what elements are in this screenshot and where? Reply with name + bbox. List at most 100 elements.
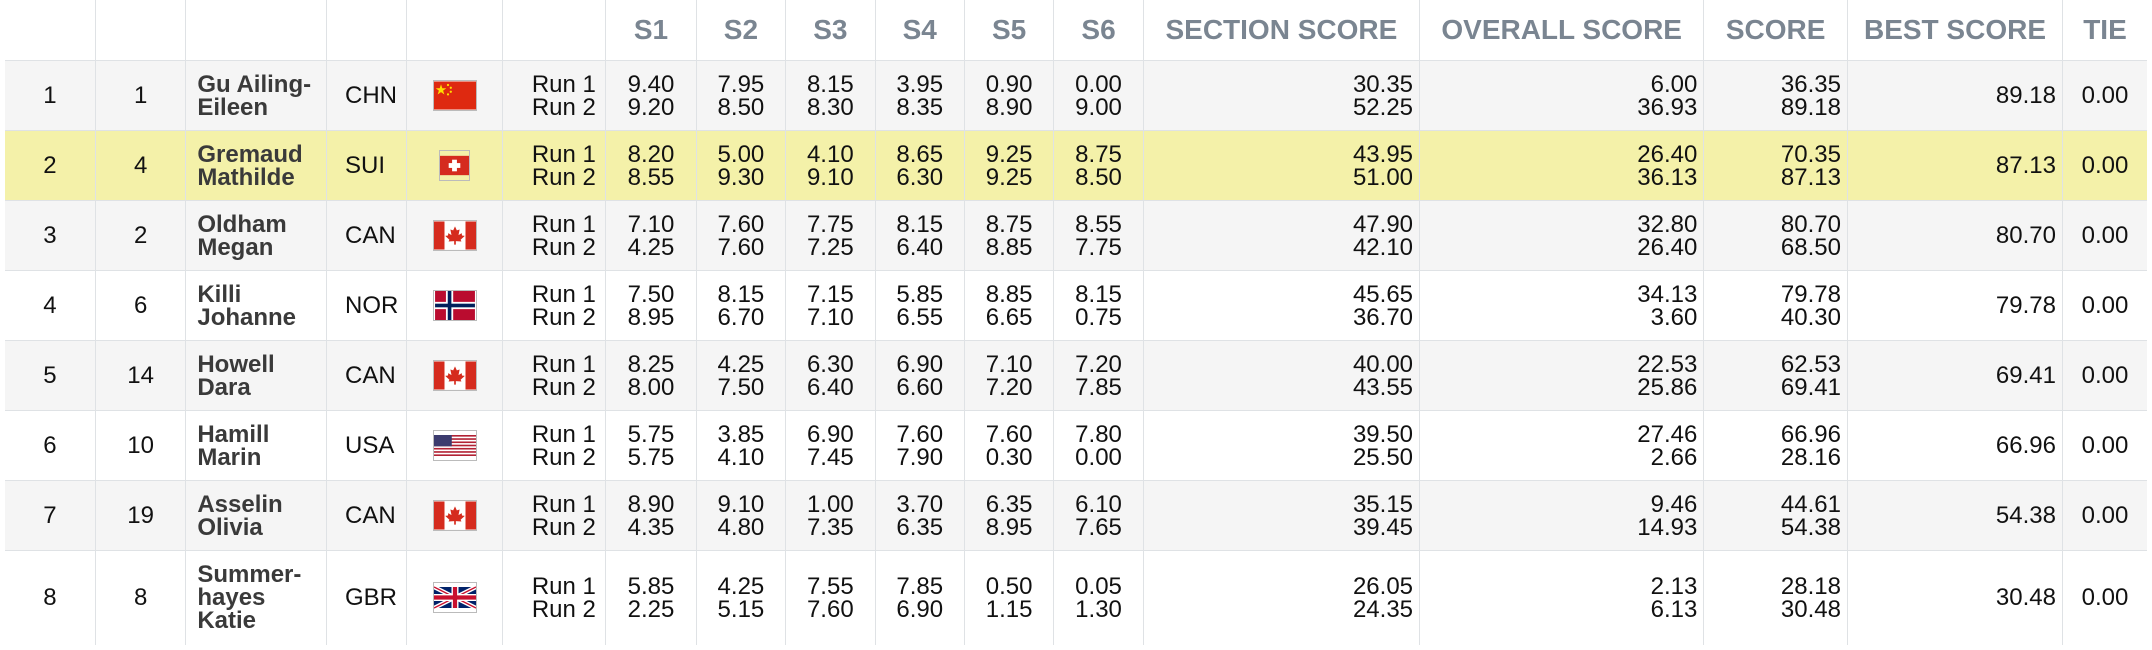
header-overall-score[interactable]: OVERALL SCORE: [1419, 0, 1704, 61]
s3-value: 7.10: [806, 303, 854, 331]
header-s3[interactable]: S3: [785, 0, 876, 61]
s4-value: 8.65: [896, 140, 944, 168]
overall-score-cell: 2.13 6.13: [1419, 550, 1704, 645]
s6-value: 0.05: [1075, 572, 1122, 600]
s2-value: 7.95: [717, 70, 765, 98]
header-name: [185, 0, 327, 61]
table-row[interactable]: 8 8 Summer-hayes Katie GBR Run 1 Run 2 5.85 2.25…: [5, 550, 2147, 645]
run-label: Run 1: [531, 420, 596, 448]
table-row[interactable]: 3 2 Oldham Megan CAN Run 1 Run 2 7.10 4.25 7.60 7.…: [5, 200, 2147, 271]
score-score-value: 62.53: [1780, 350, 1841, 378]
header-score[interactable]: SCORE: [1703, 0, 1848, 61]
run-label-cell: Run 1 Run 2: [501, 130, 606, 201]
athlete-name-cell[interactable]: Gremaud Mathilde: [185, 130, 327, 201]
overall-score-cell: 34.13 3.60: [1419, 270, 1704, 341]
s3-value: 7.55: [806, 572, 854, 600]
s1-cell: 7.10 4.25: [605, 200, 697, 271]
header-s4[interactable]: S4: [874, 0, 965, 61]
tie-cell: 0.00: [2061, 130, 2147, 201]
s6-value: 6.10: [1075, 490, 1122, 518]
table-row[interactable]: 4 6 Killi Johanne NOR Run 1 Run 2 7.50 8.95 8.15 6…: [5, 270, 2147, 341]
rank-cell: 8: [5, 550, 96, 645]
s4-cell: 7.60 7.90: [874, 410, 965, 481]
table-row[interactable]: 5 14 Howell Dara CAN Run 1 Run 2 8.25 8.00 4.25 7.…: [5, 340, 2147, 411]
section-score-cell: 47.90 42.10: [1142, 200, 1420, 271]
s6-cell: 8.55 7.75: [1053, 200, 1144, 271]
section-score-value: 26.05: [1352, 572, 1414, 600]
score-score-value: 89.18: [1780, 93, 1841, 121]
s3-value: 8.30: [806, 93, 854, 121]
s5-value: 7.20: [985, 373, 1033, 401]
best-score-cell: 69.41: [1846, 340, 2063, 411]
athlete-name-line: Gu Ailing-: [197, 70, 312, 98]
table-row[interactable]: 2 4 Gremaud Mathilde SUI Run 1 Run 2 8.20 8.55 5.…: [5, 130, 2147, 201]
switzerland-flag-icon: [407, 150, 501, 181]
header-best-score[interactable]: BEST SCORE: [1846, 0, 2063, 61]
header-s1[interactable]: S1: [605, 0, 697, 61]
s5-value: 8.90: [985, 93, 1033, 121]
header-tie[interactable]: TIE: [2061, 0, 2147, 61]
athlete-name-line: Summer-: [197, 561, 302, 589]
header-s6[interactable]: S6: [1053, 0, 1144, 61]
s3-value: 1.00: [806, 490, 854, 518]
overall-score-value: 36.93: [1637, 93, 1698, 121]
s5-cell: 6.35 8.95: [963, 480, 1054, 551]
table-row[interactable]: 6 10 Hamill Marin USA Run 1 Run 2 5.75 5.75 3.85 4…: [5, 410, 2147, 481]
s6-value: 0.00: [1075, 443, 1122, 471]
s3-value: 8.15: [806, 70, 854, 98]
s3-value: 7.25: [806, 233, 854, 261]
athlete-name-cell[interactable]: Killi Johanne: [185, 270, 327, 341]
athlete-name-cell[interactable]: Hamill Marin: [185, 410, 327, 481]
score-score-cell: 80.70 68.50: [1703, 200, 1848, 271]
nation-cell: GBR: [325, 550, 407, 645]
overall-score-cell: 9.46 14.93: [1419, 480, 1704, 551]
score-score-value: 79.78: [1780, 280, 1841, 308]
s1-value: 8.25: [627, 350, 675, 378]
s3-value: 6.30: [806, 350, 854, 378]
s5-cell: 7.60 0.30: [963, 410, 1054, 481]
s6-cell: 0.05 1.30: [1053, 550, 1144, 645]
score-score-value: 68.50: [1780, 233, 1841, 261]
s5-value: 6.65: [985, 303, 1033, 331]
run-label-cell: Run 1 Run 2: [501, 60, 606, 131]
athlete-name-line: Katie: [197, 607, 257, 635]
bib-cell: 1: [94, 60, 186, 131]
s1-value: 7.50: [627, 280, 675, 308]
nation-cell: CAN: [325, 340, 407, 411]
s1-value: 2.25: [627, 595, 675, 623]
rank-cell: 7: [5, 480, 96, 551]
run-label: Run 1: [531, 490, 596, 518]
s1-cell: 9.40 9.20: [605, 60, 697, 131]
section-score-value: 47.90: [1352, 210, 1414, 238]
run-label: Run 2: [531, 373, 596, 401]
overall-score-cell: 27.46 2.66: [1419, 410, 1704, 481]
table-row[interactable]: 7 19 Asselin Olivia CAN Run 1 Run 2 8.90 4.35 9.1…: [5, 480, 2147, 551]
header-s5[interactable]: S5: [963, 0, 1054, 61]
athlete-name-cell[interactable]: Asselin Olivia: [185, 480, 327, 551]
flag-cell: [406, 270, 503, 341]
s5-cell: 0.50 1.15: [963, 550, 1054, 645]
overall-score-value: 27.46: [1637, 420, 1698, 448]
nation-cell: SUI: [325, 130, 407, 201]
overall-score-value: 2.66: [1650, 443, 1698, 471]
s5-value: 6.35: [985, 490, 1033, 518]
s5-value: 8.95: [985, 513, 1033, 541]
athlete-name-cell[interactable]: Gu Ailing- Eileen: [185, 60, 327, 131]
s3-value: 6.40: [806, 373, 854, 401]
s2-value: 7.50: [717, 373, 765, 401]
overall-score-value: 6.13: [1650, 595, 1698, 623]
header-section-score[interactable]: SECTION SCORE: [1142, 0, 1420, 61]
athlete-name-line: Asselin: [197, 490, 283, 518]
best-score-cell: 87.13: [1846, 130, 2063, 201]
section-score-value: 51.00: [1352, 163, 1414, 191]
athlete-name-cell[interactable]: Howell Dara: [185, 340, 327, 411]
nation-cell: CAN: [325, 200, 407, 271]
table-row[interactable]: 1 1 Gu Ailing- Eileen CHN Run 1 Run 2 9.40 9.20 7…: [5, 60, 2147, 131]
athlete-name-cell[interactable]: Oldham Megan: [185, 200, 327, 271]
s6-value: 8.55: [1075, 210, 1122, 238]
athlete-name-cell[interactable]: Summer-hayes Katie: [185, 550, 327, 645]
score-score-value: 70.35: [1780, 140, 1841, 168]
run-label-cell: Run 1 Run 2: [501, 550, 606, 645]
section-score-value: 24.35: [1352, 595, 1414, 623]
header-s2[interactable]: S2: [695, 0, 786, 61]
